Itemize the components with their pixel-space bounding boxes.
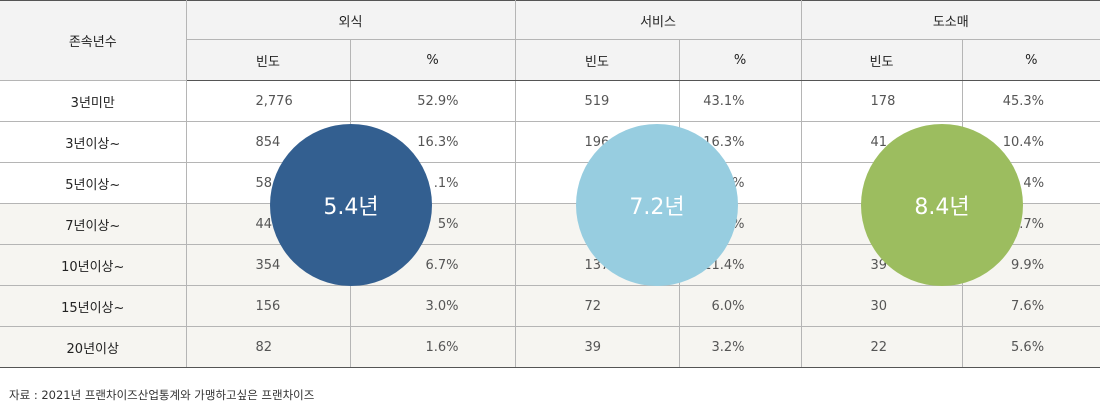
group-header-retail: 도소매 [800,0,1100,40]
table-row: 3년미만 2,776 52.9% 519 43.1% 178 45.3% [0,80,1100,122]
table-cell: 6.0% [678,285,802,327]
table-cell: 156 [185,285,351,327]
table-cell: 5.6% [961,326,1100,368]
group-header-service: 서비스 [514,0,802,40]
row-label: 5년이상~ [0,162,187,204]
row-label: 10년이상~ [0,244,187,286]
source-note: 자료 : 2021년 프랜차이즈산업통계와 가맹하고싶은 프랜차이즈 [9,388,315,402]
table-cell: 1.6% [349,326,516,368]
average-duration-badge-service: 7.2년 [576,124,738,286]
average-duration-badge-retail: 8.4년 [861,124,1023,286]
table-cell: 45.3% [961,80,1100,122]
sub-header-percent: % [678,39,802,81]
table-cell: 52.9% [349,80,516,122]
table-cell: 2,776 [185,80,351,122]
table-cell: 82 [185,326,351,368]
table-cell: 3.2% [678,326,802,368]
sub-header-frequency: 빈도 [186,39,351,81]
corner-header: 존속년수 [0,0,187,81]
group-header-food: 외식 [185,0,516,40]
row-label: 15년이상~ [0,285,187,327]
table-cell: 519 [514,80,680,122]
table-cell: 72 [514,285,680,327]
sub-header-frequency: 빈도 [800,39,963,81]
sub-header-percent: % [349,39,516,81]
row-label: 7년이상~ [0,203,187,245]
table-cell: 178 [800,80,963,122]
table-cell: 39 [514,326,680,368]
table-cell: 7.6% [961,285,1100,327]
sub-header-frequency: 빈도 [514,39,680,81]
row-label: 3년이상~ [0,121,187,163]
table-cell: 22 [800,326,963,368]
row-label: 20년이상 [0,326,187,368]
table-cell: 3.0% [349,285,516,327]
sub-header-percent: % [961,39,1100,81]
table-cell: 43.1% [678,80,802,122]
row-label: 3년미만 [0,80,187,122]
table-cell: 30 [800,285,963,327]
table-row: 20년이상 82 1.6% 39 3.2% 22 5.6% [0,326,1100,368]
table-row: 15년이상~ 156 3.0% 72 6.0% 30 7.6% [0,285,1100,327]
average-duration-badge-food: 5.4년 [270,124,432,286]
